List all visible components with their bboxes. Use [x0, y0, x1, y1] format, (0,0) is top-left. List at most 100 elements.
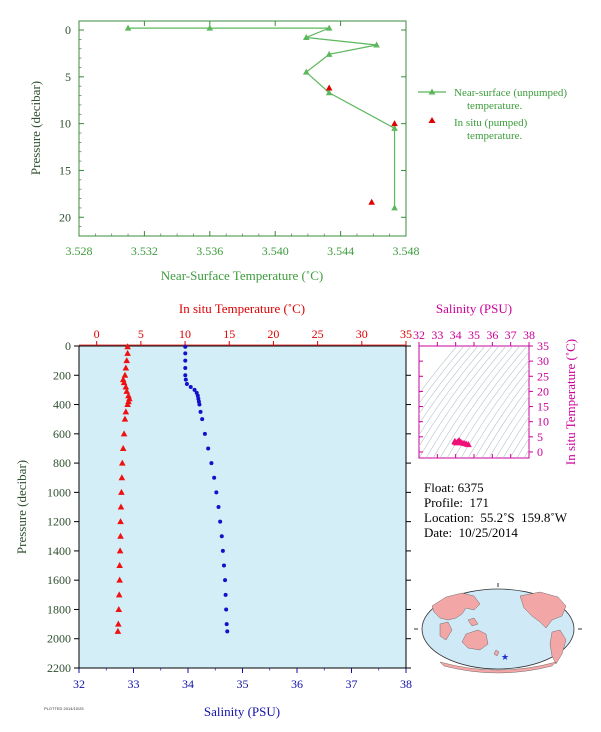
- ts-x-tick-label: 34: [450, 328, 462, 342]
- near-surface-point: [391, 124, 398, 131]
- pressure-tick-label: 0: [65, 339, 71, 353]
- sal-tick-label: 36: [291, 677, 303, 691]
- isopycnal-line: [502, 416, 529, 458]
- sal-tick-label: 33: [128, 677, 140, 691]
- top-y-tick-label: 5: [65, 70, 71, 84]
- temperature-point: [116, 562, 123, 569]
- legend-in-situ-marker: [428, 117, 436, 123]
- top-plot-frame: [78, 20, 407, 237]
- ts-y-tick-label: 30: [537, 354, 549, 368]
- salinity-point: [225, 629, 230, 634]
- isopycnal-line: [425, 346, 507, 458]
- temperature-point: [123, 387, 131, 394]
- salinity-point: [214, 490, 219, 495]
- salinity-point: [183, 358, 188, 363]
- top-x-tick-label: 3.548: [393, 244, 420, 258]
- salinity-point: [206, 446, 211, 451]
- ts-x-tick-label: 32: [413, 328, 425, 342]
- map-land: [431, 591, 567, 674]
- temperature-point: [118, 488, 125, 495]
- map-land-north-america: [519, 591, 567, 629]
- pressure-tick-label: 1000: [47, 485, 71, 499]
- salinity-point: [192, 387, 197, 392]
- float-location-marker: ★: [501, 652, 509, 662]
- salinity-point: [218, 519, 223, 524]
- salinity-point: [224, 622, 229, 627]
- temp-tick-label: 0: [94, 327, 100, 341]
- temperature-point: [118, 474, 126, 481]
- ts-y-tick-label: 10: [537, 415, 549, 429]
- temp-tick-label: 30: [356, 327, 368, 341]
- temperature-point: [115, 605, 123, 612]
- isopycnal-line: [432, 346, 514, 458]
- salinity-point: [188, 384, 193, 389]
- ts-x-tick-label: 35: [468, 328, 480, 342]
- pressure-tick-label: 600: [53, 427, 71, 441]
- temperature-point: [122, 383, 130, 390]
- in-situ-point: [368, 198, 375, 205]
- profile-bottom-axis-title: Salinity (PSU): [204, 704, 280, 719]
- ts-y-axis-title: In situ Temperature (˚C): [563, 339, 578, 465]
- temperature-point: [120, 430, 128, 437]
- isopycnal-line: [419, 346, 479, 425]
- salinity-point: [183, 377, 188, 382]
- isopycnal-line: [419, 346, 458, 395]
- pressure-tick-label: 800: [53, 456, 71, 470]
- isopycnal-line: [488, 396, 529, 458]
- salinity-point: [197, 402, 202, 407]
- top-y-tick-label: 10: [59, 117, 71, 131]
- salinity-point: [183, 365, 188, 370]
- temperature-point: [121, 415, 129, 422]
- temp-tick-label: 20: [267, 327, 279, 341]
- ts-y-tick-label: 35: [537, 339, 549, 353]
- isopycnal-line: [516, 437, 529, 458]
- float-label: Float:: [424, 480, 455, 495]
- top-x-tick-label: 3.544: [327, 244, 354, 258]
- ts-x-axis-title: Salinity (PSU): [436, 301, 512, 316]
- top-x-axis-title: Near-Surface Temperature (˚C): [161, 268, 323, 283]
- salinity-point: [219, 534, 224, 539]
- temp-tick-label: 15: [223, 327, 235, 341]
- pressure-tick-label: 1400: [47, 544, 71, 558]
- isopycnal-line: [439, 346, 521, 458]
- date-label: Date:: [424, 525, 453, 540]
- temp-tick-label: 25: [312, 327, 324, 341]
- temperature-point: [115, 620, 122, 627]
- profile-chart: 0 5 10 15 20 25 30 35 32 33 34 35 36 37 38 0 200 400 600…: [14, 301, 412, 719]
- salinity-point: [224, 607, 229, 612]
- temperature-point: [117, 532, 124, 539]
- sal-tick-label: 34: [182, 677, 194, 691]
- temperature-point: [119, 444, 127, 451]
- profile-label: Profile:: [424, 495, 463, 510]
- map-land-antarctica: [439, 661, 557, 674]
- salinity-point: [200, 417, 205, 422]
- profile-plot-frame: [78, 345, 407, 669]
- footer-stamp: PLOTTED 2014/10/25: [44, 706, 84, 711]
- ts-y-tick-label: 20: [537, 384, 549, 398]
- pressure-tick-label: 2200: [47, 661, 71, 675]
- map-land-islands: [467, 617, 479, 627]
- profile-top-axis-title: In situ Temperature (˚C): [179, 301, 305, 316]
- salinity-point: [212, 475, 217, 480]
- profile-value: 171: [469, 495, 490, 510]
- salinity-point: [183, 351, 188, 356]
- temperature-point: [124, 349, 131, 356]
- temp-tick-label: 10: [179, 327, 191, 341]
- legend-near-surface-label: Near-surface (unpumped) temperature.: [454, 87, 567, 112]
- isopycnal-line: [467, 368, 529, 458]
- salinity-point: [202, 431, 207, 436]
- pressure-tick-label: 200: [53, 368, 71, 382]
- temperature-point: [124, 401, 131, 408]
- top-legend: Near-surface (unpumped) temperature. In s…: [418, 87, 567, 142]
- salinity-point: [209, 461, 214, 466]
- location-value: 55.2˚S 159.8˚W: [480, 510, 567, 525]
- sal-tick-label: 32: [73, 677, 85, 691]
- near-surface-point: [325, 50, 333, 57]
- pressure-tick-label: 400: [53, 398, 71, 412]
- isopycnal-line: [495, 405, 529, 458]
- pressure-tick-label: 2000: [47, 632, 71, 646]
- salinity-point: [183, 344, 188, 349]
- ts-y-tick-label: 5: [537, 430, 543, 444]
- temp-tick-label: 5: [138, 327, 144, 341]
